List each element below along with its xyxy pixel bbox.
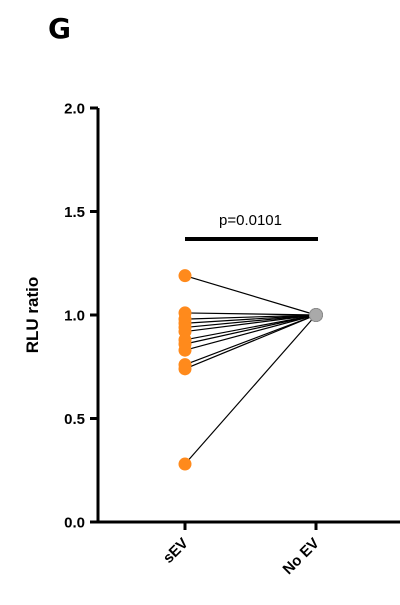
y-tick-label: 1.5 — [64, 204, 85, 221]
pair-line — [184, 314, 317, 366]
data-point-sev — [178, 457, 192, 471]
pair-line — [184, 314, 317, 333]
pair-line — [184, 314, 317, 320]
y-tick-label: 0.5 — [64, 411, 85, 428]
pair-line — [184, 314, 317, 345]
y-tick-label: 2.0 — [64, 101, 85, 118]
pair-line — [184, 314, 317, 329]
pair-line — [184, 275, 317, 316]
pair-line — [184, 314, 317, 324]
data-point-sev — [178, 362, 192, 376]
x-tick-label: sEV — [160, 535, 192, 567]
annotations: p=0.0101 — [185, 212, 318, 241]
paired-lines — [184, 275, 317, 465]
x-tick-label: No EV — [280, 535, 323, 578]
data-point-no-ev — [309, 308, 323, 322]
data-points — [178, 269, 323, 471]
pair-line — [184, 314, 317, 370]
pair-line — [184, 314, 317, 465]
y-tick-label: 1.0 — [64, 308, 85, 325]
data-point-sev — [178, 269, 192, 283]
panel-letter: G — [48, 12, 71, 45]
p-value-label: p=0.0101 — [219, 212, 282, 229]
pair-line — [184, 312, 317, 316]
y-tick-label: 0.0 — [64, 515, 85, 532]
pair-line — [184, 314, 317, 341]
pair-line — [184, 314, 317, 351]
data-point-sev — [178, 343, 192, 357]
y-axis-label: RLU ratio — [23, 277, 42, 354]
axes: 0.0 0.5 1.0 1.5 2.0 sEV No EV RLU ratio — [23, 101, 400, 578]
